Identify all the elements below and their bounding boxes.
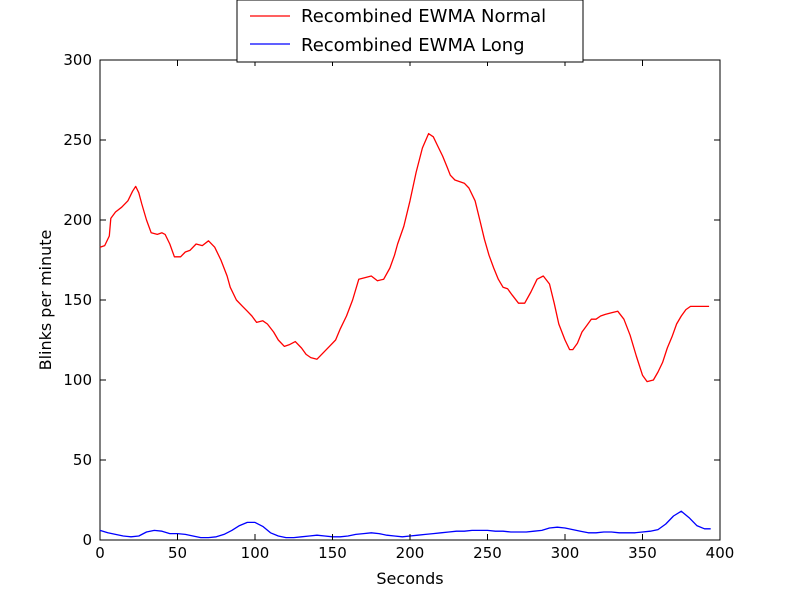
x-tick-label: 250 [473, 544, 502, 562]
x-tick-label: 400 [706, 544, 735, 562]
legend: Recombined EWMA Normal Recombined EWMA L… [236, 0, 584, 63]
y-tick-label: 250 [63, 131, 92, 149]
legend-box [236, 0, 584, 63]
y-tick-label: 150 [63, 291, 92, 309]
plot-area [99, 59, 721, 541]
series-line-normal [99, 132, 710, 383]
y-tick-label: 50 [73, 451, 92, 469]
series-layer [99, 132, 711, 539]
x-axis-label: Seconds [376, 569, 443, 588]
y-tick-label: 100 [63, 371, 92, 389]
x-tick-label: 300 [551, 544, 580, 562]
tick-layer: 0 50 100 150 200 250 300 350 400 0 50 100 150 200 250 3… [63, 51, 734, 562]
y-tick-label: 200 [63, 211, 92, 229]
x-tick-label: 200 [396, 544, 425, 562]
x-tick-label: 350 [628, 544, 657, 562]
x-tick-label: 150 [318, 544, 347, 562]
y-tick-label: 0 [82, 531, 92, 549]
legend-label-normal: Recombined EWMA Normal [301, 6, 546, 27]
series-line-long [99, 510, 711, 539]
y-axis-label: Blinks per minute [36, 230, 55, 371]
x-tick-label: 0 [95, 544, 105, 562]
x-tick-label: 50 [168, 544, 187, 562]
y-tick-label: 300 [63, 51, 92, 69]
legend-label-long: Recombined EWMA Long [301, 35, 525, 56]
x-tick-label: 100 [241, 544, 270, 562]
